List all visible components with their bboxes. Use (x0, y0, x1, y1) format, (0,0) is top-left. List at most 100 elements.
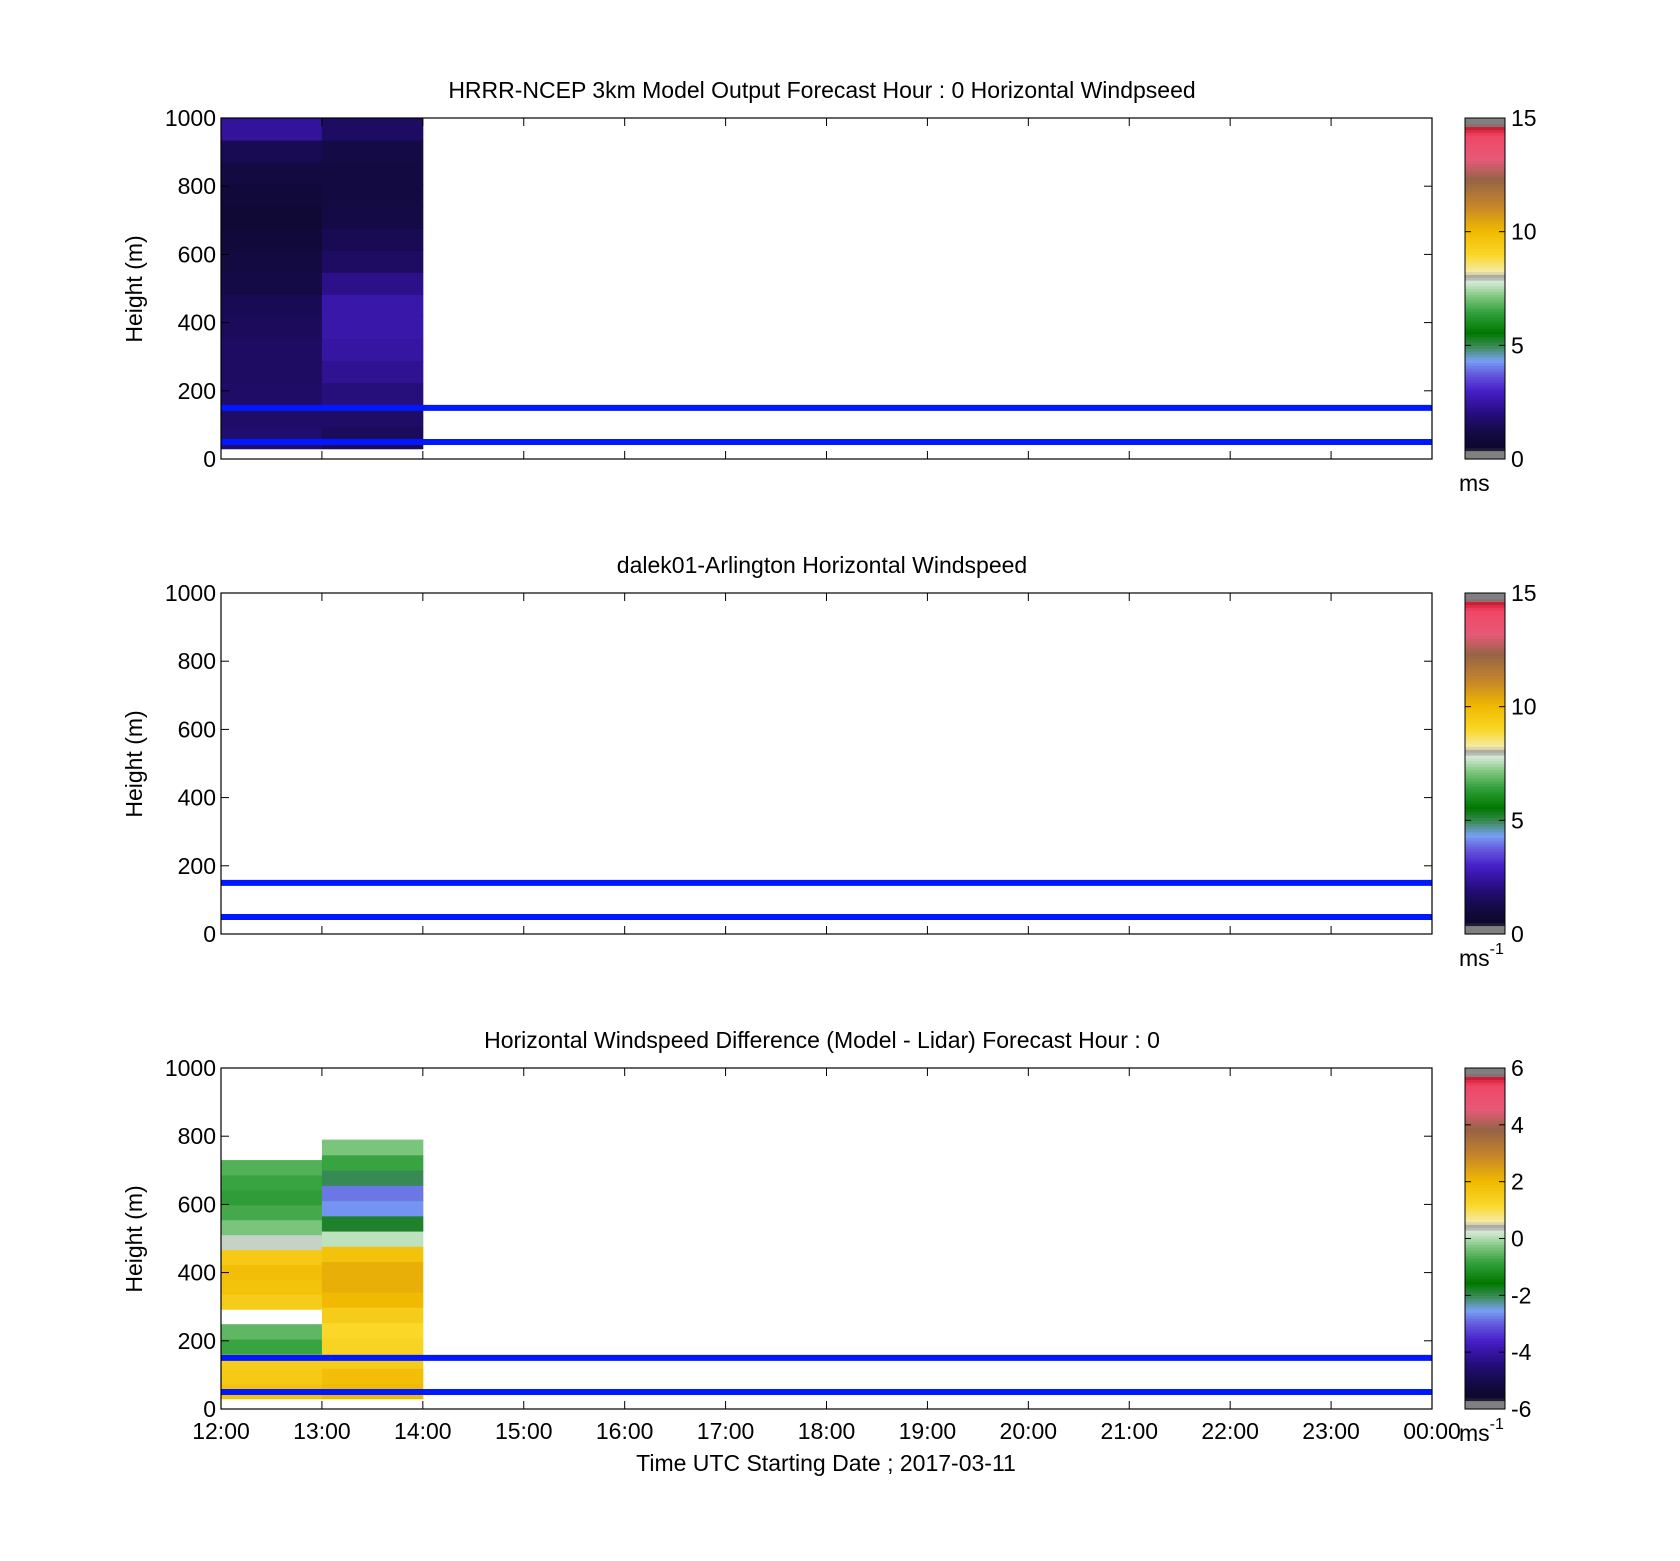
panel-difference-title: Horizontal Windspeed Difference (Model -… (484, 1027, 1160, 1053)
colorbar-band (1465, 237, 1505, 241)
colorbar-band (1465, 234, 1505, 238)
colorbar-band (1465, 396, 1505, 400)
colorbar-band (1465, 1383, 1505, 1387)
colorbar-band (1465, 453, 1505, 457)
y-tick-label: 0 (203, 921, 216, 947)
colorbar-band (1465, 422, 1505, 426)
colorbar-band (1465, 325, 1505, 329)
colorbar-band (1465, 1372, 1505, 1376)
colorbar-band (1465, 1104, 1505, 1109)
colorbar-band (1465, 740, 1505, 745)
colorbar-tick-label: 0 (1511, 446, 1524, 472)
colorbar-band (1465, 277, 1505, 281)
colorbar-band (1465, 627, 1505, 631)
colorbar-band (1465, 402, 1505, 406)
colorbar-tick-label: -4 (1511, 1339, 1532, 1365)
colorbar-band (1465, 135, 1505, 139)
colorbar-band (1465, 351, 1505, 355)
colorbar-band (1465, 152, 1505, 156)
panel-difference: Horizontal Windspeed Difference (Model -… (121, 1027, 1532, 1476)
heatmap-cell (321, 316, 424, 340)
colorbar-band (1465, 211, 1505, 216)
colorbar-band (1465, 641, 1505, 645)
heatmap-cell (221, 1368, 323, 1385)
heatmap-cell (221, 1279, 323, 1295)
colorbar-band (1465, 399, 1505, 403)
colorbar-band (1465, 1312, 1505, 1316)
colorbar-band (1465, 621, 1505, 625)
colorbar-band (1465, 678, 1505, 682)
y-tick-label: 400 (178, 1260, 216, 1286)
heatmap-cell (221, 206, 323, 229)
colorbar-band (1465, 316, 1505, 321)
heatmap-cell (221, 1324, 323, 1340)
colorbar-band (1465, 1198, 1505, 1203)
x-tick-label: 23:00 (1302, 1418, 1360, 1444)
colorbar-band (1465, 1380, 1505, 1385)
colorbar-band (1465, 1286, 1505, 1291)
heatmap-cell (221, 316, 323, 340)
colorbar-band (1465, 1070, 1505, 1075)
heatmap-cell (321, 1368, 424, 1385)
heatmap-cell (321, 184, 424, 207)
colorbar-band (1465, 1124, 1505, 1129)
colorbar-band (1465, 916, 1505, 921)
colorbar-band (1465, 1099, 1505, 1103)
colorbar-band (1465, 911, 1505, 915)
colorbar-band (1465, 791, 1505, 796)
colorbar-band (1465, 1181, 1505, 1186)
colorbar-band (1465, 743, 1505, 748)
colorbar-band (1465, 831, 1505, 836)
colorbar-band (1465, 1306, 1505, 1311)
colorbar-band (1465, 120, 1505, 125)
colorbar-band (1465, 692, 1505, 696)
panel-model-title: HRRR-NCEP 3km Model Output Forecast Hour… (448, 77, 1195, 103)
colorbar-band (1465, 444, 1505, 449)
colorbar-tick-label: 2 (1511, 1169, 1524, 1195)
colorbar-tick-label: 5 (1511, 807, 1524, 833)
colorbar-band (1465, 891, 1505, 895)
heatmap-cell (221, 1174, 323, 1191)
colorbar-band (1465, 268, 1505, 273)
colorbar-band (1465, 379, 1505, 383)
colorbar-band (1465, 1130, 1505, 1134)
colorbar-band (1465, 726, 1505, 730)
colorbar-band (1465, 427, 1505, 432)
colorbar-band (1465, 1082, 1505, 1086)
panel-lidar-ylabel: Height (m) (121, 710, 147, 817)
heatmap-cell (321, 206, 424, 229)
colorbar-band (1465, 845, 1505, 850)
colorbar-band (1465, 669, 1505, 674)
colorbar-band (1465, 1085, 1505, 1089)
heatmap-cell (321, 294, 424, 317)
heatmap-cell (321, 1170, 424, 1186)
colorbar-band (1465, 683, 1505, 688)
colorbar-band (1465, 752, 1505, 756)
colorbar-band (1465, 169, 1505, 173)
colorbar-band (1465, 1266, 1505, 1271)
colorbar-band (1465, 441, 1505, 446)
colorbar-band (1465, 1261, 1505, 1265)
colorbar-band (1465, 828, 1505, 833)
heatmap-cell (221, 1249, 323, 1266)
heatmap-cell (221, 1189, 323, 1206)
colorbar-band (1465, 314, 1505, 318)
colorbar-band (1465, 1201, 1505, 1205)
y-tick-label: 800 (178, 648, 216, 674)
colorbar-band (1465, 228, 1505, 233)
colorbar-band (1465, 333, 1505, 338)
y-tick-label: 200 (178, 378, 216, 404)
colorbar-band (1465, 925, 1505, 929)
colorbar-band (1465, 217, 1505, 221)
lidar-colorbar: 0 5 10 15 ms-1 (1459, 580, 1537, 971)
colorbar-band (1465, 1397, 1505, 1402)
y-tick-label: 400 (178, 310, 216, 336)
heatmap-cell (221, 426, 323, 450)
colorbar-band (1465, 180, 1505, 184)
colorbar-band (1465, 843, 1505, 847)
heatmap-cell (221, 1264, 323, 1280)
colorbar-band (1465, 126, 1505, 130)
colorbar-band (1465, 823, 1505, 827)
colorbar-band (1465, 223, 1505, 227)
colorbar-tick-label: 15 (1511, 580, 1537, 606)
